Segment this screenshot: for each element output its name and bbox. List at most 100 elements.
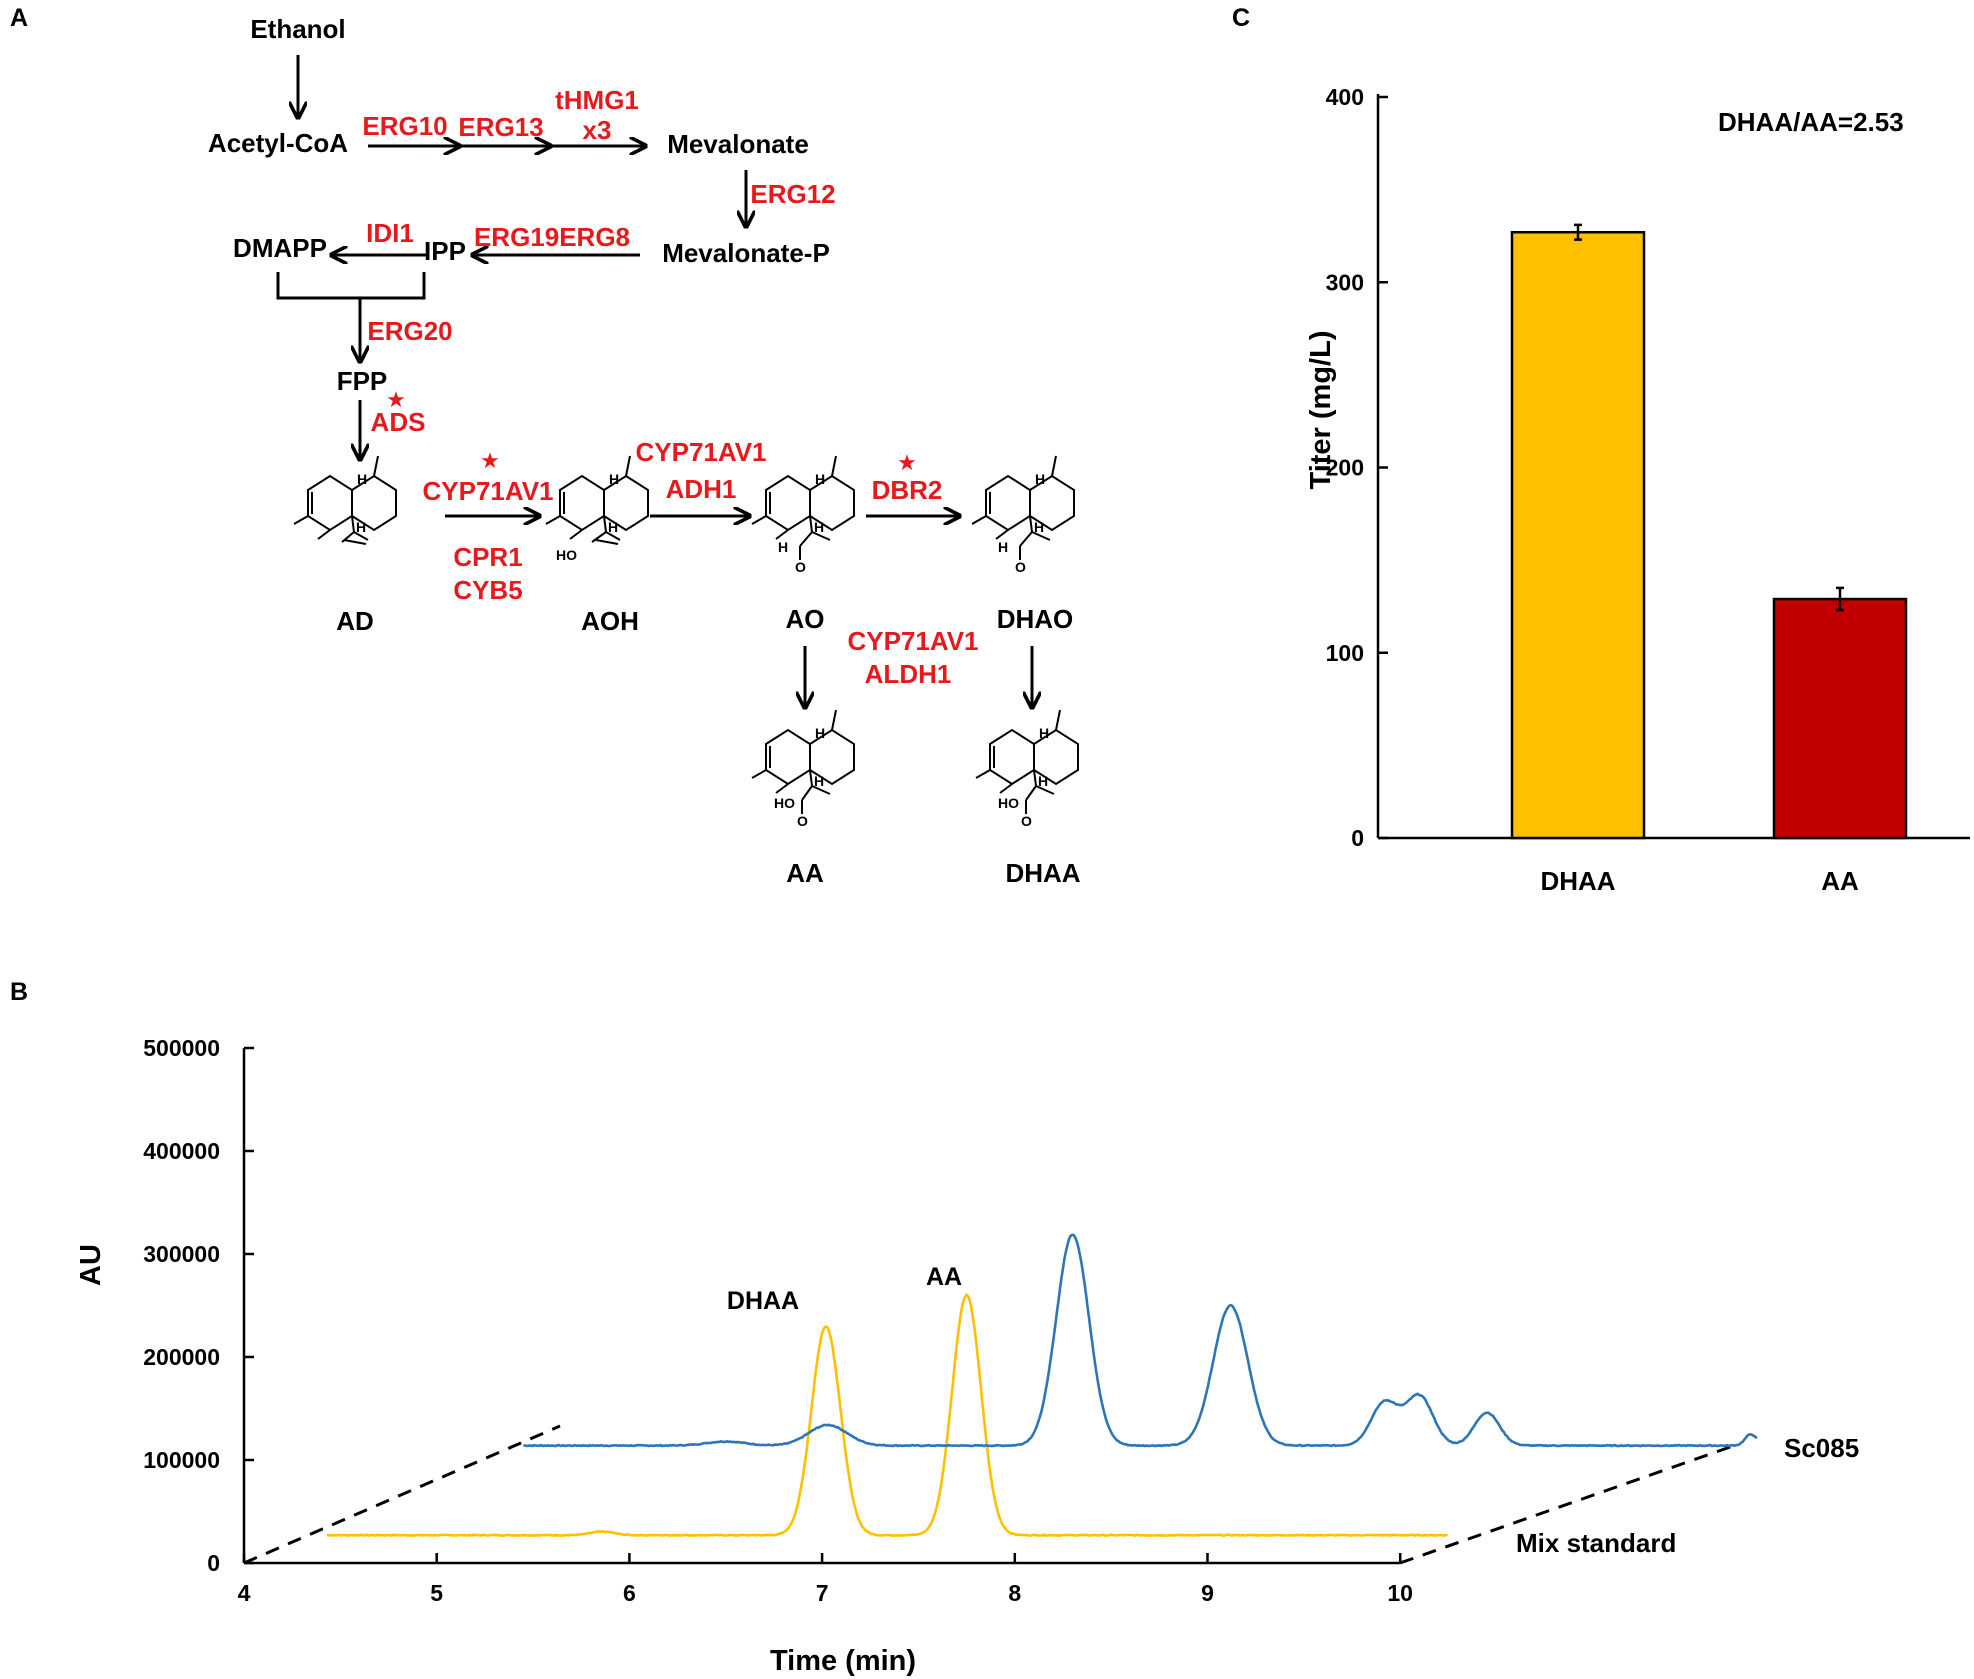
star-dbr2: ★ <box>897 450 917 475</box>
y-tick-label: 500000 <box>143 1035 220 1061</box>
depth-axis-right <box>1399 1444 1734 1565</box>
enzyme-cyp71av1-step2: CYP71AV1 <box>635 437 766 467</box>
bracket-dmapp-ipp <box>276 272 426 300</box>
y-tick-label: 0 <box>207 1550 220 1576</box>
y-tick-label: 200000 <box>143 1344 220 1370</box>
depth-axis-left <box>243 1424 561 1565</box>
y-tick-label: 400 <box>1326 84 1364 110</box>
trace-sc085 <box>523 1233 1758 1448</box>
enzyme-dbr2: DBR2 <box>872 475 943 505</box>
fpp-label: FPP <box>337 366 388 396</box>
atom-ho: HO <box>556 547 577 563</box>
atom-ho: HO <box>774 795 795 811</box>
ad-label: AD <box>336 606 374 636</box>
y-axis-title: Titer (mg/L) <box>1305 331 1337 490</box>
legend-mix-standard: Mix standard <box>1516 1528 1676 1558</box>
error-bar <box>1574 223 1582 241</box>
dhao-label: DHAO <box>997 604 1074 634</box>
enzyme-thmg1-copies: x3 <box>583 115 612 145</box>
aa-label: AA <box>786 858 824 888</box>
atom-h: H <box>998 539 1008 555</box>
atom-h: H <box>778 539 788 555</box>
aoh-label: AOH <box>581 606 639 636</box>
y-tick-label: 300 <box>1326 269 1364 295</box>
enzyme-aldh1: ALDH1 <box>865 659 952 689</box>
atom-h: H <box>814 519 824 535</box>
y-tick-label: 100000 <box>143 1447 220 1473</box>
aoh-structure: H H HO <box>545 455 649 563</box>
enzyme-thmg1: tHMG1 <box>555 85 639 115</box>
chromatogram-chart: 0 100000 200000 300000 400000 500000 4 5 6 7 8 9 10… <box>75 1035 1859 1677</box>
x-tick-label: AA <box>1821 866 1859 896</box>
atom-h: H <box>1034 519 1044 535</box>
ipp-label: IPP <box>424 236 466 266</box>
dhaa-structure: H H HO O <box>975 709 1079 829</box>
mevalonate-label: Mevalonate <box>667 129 809 159</box>
x-tick-label: 8 <box>1008 1580 1021 1606</box>
trace-mix-standard <box>326 1292 1448 1538</box>
x-tick-label: 7 <box>816 1580 829 1606</box>
aa-structure: H H HO O <box>751 709 855 829</box>
enzyme-adh1: ADH1 <box>666 474 737 504</box>
mevalonate-p-label: Mevalonate-P <box>662 238 830 268</box>
error-bar <box>1836 586 1844 612</box>
panel-a-pathway: Ethanol Acetyl-CoA Mevalonate Mevalonate… <box>208 14 1081 888</box>
enzyme-erg19-erg8: ERG19ERG8 <box>474 222 630 252</box>
x-tick-label: 6 <box>623 1580 636 1606</box>
enzyme-cyp71av1-step3: CYP71AV1 <box>847 626 978 656</box>
atom-h: H <box>357 471 367 487</box>
enzyme-erg20: ERG20 <box>367 316 452 346</box>
enzyme-idi1: IDI1 <box>366 218 414 248</box>
atom-ho: HO <box>998 795 1019 811</box>
atom-o: O <box>795 559 806 575</box>
panel-label-c: C <box>1232 4 1250 32</box>
ratio-annotation: DHAA/AA=2.53 <box>1718 107 1904 137</box>
enzyme-ads: ADS <box>371 407 426 437</box>
atom-h: H <box>1035 471 1045 487</box>
atom-h: H <box>815 725 825 741</box>
ad-structure: H H <box>293 455 397 545</box>
y-axis-title: AU <box>75 1244 107 1286</box>
peak-label-aa: AA <box>926 1263 962 1291</box>
atom-h: H <box>814 773 824 789</box>
ao-structure: H H H O <box>751 455 855 575</box>
y-tick-label: 0 <box>1351 825 1364 851</box>
star-cyp71av1: ★ <box>480 448 500 473</box>
x-ticks: 4 5 6 7 8 9 10 <box>238 1553 1413 1606</box>
panel-label-b: B <box>10 978 28 1006</box>
x-tick-label: 9 <box>1201 1580 1214 1606</box>
dhao-structure: H H H O <box>971 455 1075 575</box>
dmapp-label: DMAPP <box>233 233 327 263</box>
atom-h: H <box>609 471 619 487</box>
atom-h: H <box>1038 773 1048 789</box>
atom-o: O <box>797 813 808 829</box>
legend-sc085: Sc085 <box>1784 1433 1859 1463</box>
y-tick-label: 200 <box>1326 455 1364 481</box>
ethanol-label: Ethanol <box>250 14 345 44</box>
dhaa-label: DHAA <box>1005 858 1080 888</box>
enzyme-cyb5: CYB5 <box>453 575 522 605</box>
bar-dhaa <box>1510 230 1646 840</box>
atom-o: O <box>1021 813 1032 829</box>
star-ads: ★ <box>386 387 406 412</box>
atom-h: H <box>815 471 825 487</box>
enzyme-erg13: ERG13 <box>458 112 543 142</box>
enzyme-cyp71av1-step1: CYP71AV1 <box>422 476 553 506</box>
y-tick-label: 300000 <box>143 1241 220 1267</box>
atom-h: H <box>356 519 366 535</box>
x-tick-label: 10 <box>1387 1580 1413 1606</box>
y-ticks: 0 100 200 300 400 <box>1326 84 1388 851</box>
y-ticks: 0 100000 200000 300000 400000 500000 <box>143 1035 254 1576</box>
bar-aa <box>1772 597 1908 840</box>
panel-label-a: A <box>10 4 28 32</box>
acetyl-coa-label: Acetyl-CoA <box>208 128 348 158</box>
atom-o: O <box>1015 559 1026 575</box>
x-tick-label: DHAA <box>1540 866 1615 896</box>
x-tick-label: 4 <box>238 1580 251 1606</box>
x-tick-label: 5 <box>430 1580 443 1606</box>
bars <box>1510 223 1908 840</box>
enzyme-cpr1: CPR1 <box>453 542 522 572</box>
ao-label: AO <box>786 604 825 634</box>
